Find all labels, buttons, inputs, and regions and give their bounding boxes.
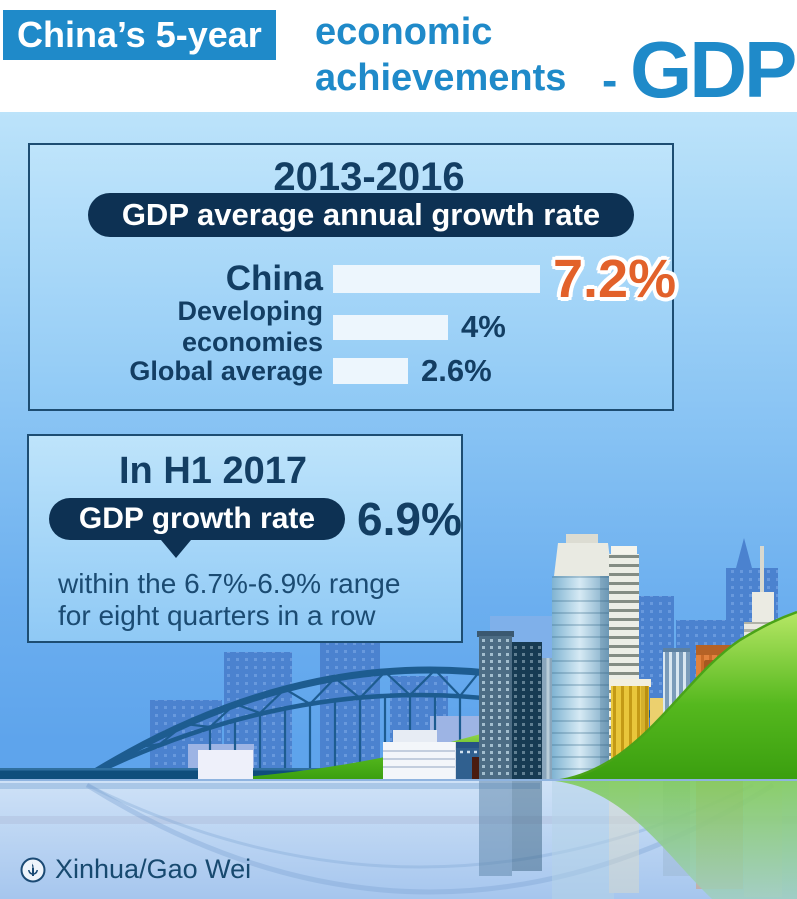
- credit-line: Xinhua/Gao Wei: [20, 854, 251, 885]
- header-separator: -: [602, 54, 618, 106]
- bar-global-average: [333, 358, 408, 384]
- credit-text: Xinhua/Gao Wei: [55, 854, 252, 884]
- panel-note: within the 6.7%-6.9% range for eight qua…: [58, 568, 400, 632]
- bar-row-global-average: Global average 2.6%: [30, 347, 492, 395]
- bar-label: Global average: [129, 355, 323, 386]
- header: China’s 5-year economic achievements - G…: [0, 0, 797, 114]
- bar-label: Developing economies: [177, 296, 323, 357]
- growth-rate-panel: 2013-2016 GDP average annual growth rate…: [28, 143, 676, 411]
- panel-metric-pill: GDP average annual growth rate: [88, 193, 634, 237]
- bar-value: 7.2%: [553, 249, 677, 309]
- header-title-line2: achievements: [315, 57, 567, 99]
- h1-2017-panel: In H1 2017 GDP growth rate 6.9% within t…: [27, 434, 463, 643]
- bar-developing-economies: [333, 314, 448, 340]
- header-topic: GDP: [630, 25, 797, 114]
- header-highlight-text: China’s 5-year: [17, 14, 262, 55]
- gdp-growth-value: 6.9%: [357, 493, 462, 545]
- water-reflections: [0, 781, 797, 899]
- header-title-line1: economic: [315, 11, 493, 53]
- header-highlight-box: China’s 5-year: [3, 10, 276, 60]
- bridge-deck: [0, 768, 545, 779]
- panel-metric-pill: GDP growth rate: [49, 498, 345, 558]
- green-hill-right: [554, 610, 797, 783]
- bar-china: [333, 265, 540, 293]
- bar-label: China: [225, 259, 323, 298]
- city-skyline-illustration: [0, 534, 797, 899]
- bar-row-china: China 7.2%: [30, 249, 676, 309]
- panel-period-title: 2013-2016: [273, 155, 465, 199]
- panel-note-line2: for eight quarters in a row: [58, 600, 376, 631]
- panel-note-line1: within the 6.7%-6.9% range: [58, 568, 401, 599]
- bar-value: 2.6%: [421, 353, 492, 388]
- xinhua-logo-icon: [20, 857, 46, 882]
- bar-row-developing-economies: Developing economies 4%: [30, 296, 506, 357]
- bar-value: 4%: [461, 309, 506, 344]
- panel-period-title: In H1 2017: [119, 450, 307, 492]
